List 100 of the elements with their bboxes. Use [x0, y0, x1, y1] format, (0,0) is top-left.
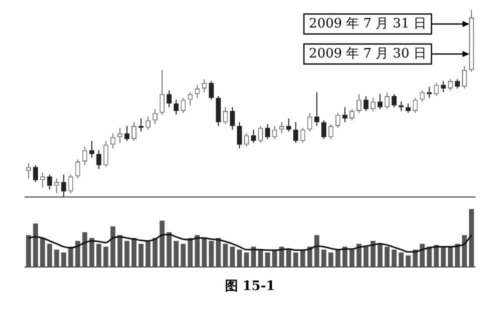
bar [138, 244, 144, 267]
candlestick [286, 118, 292, 132]
annotation: 2009 年 7 月 30 日 [308, 46, 426, 62]
bar [33, 224, 38, 267]
bar [426, 246, 432, 267]
bar [398, 252, 404, 267]
bar [384, 246, 390, 267]
candlestick [384, 92, 390, 110]
bar [328, 252, 334, 267]
candlestick [40, 172, 46, 188]
bar [272, 250, 278, 267]
bar [89, 238, 94, 267]
candlestick [244, 132, 249, 148]
candlestick [152, 108, 158, 125]
bar [47, 244, 52, 267]
candlestick [166, 90, 172, 108]
candlestick [47, 174, 52, 190]
bar [146, 240, 151, 267]
candlestick [138, 118, 144, 132]
candlestick [26, 162, 31, 179]
bar [378, 244, 383, 267]
bar [68, 246, 74, 267]
candlestick [462, 66, 467, 90]
candlestick [174, 99, 179, 116]
bar [321, 250, 326, 267]
candlestick [454, 78, 460, 90]
candlestick [406, 103, 411, 114]
bar [440, 246, 446, 267]
candlestick [378, 94, 383, 110]
bar [314, 235, 320, 267]
candlestick [230, 106, 235, 130]
bar [462, 235, 467, 267]
bar [230, 246, 235, 267]
candlestick [222, 106, 228, 125]
bar [54, 250, 60, 267]
bar [103, 246, 108, 267]
bar [342, 246, 348, 267]
bar [216, 238, 221, 267]
bar [454, 244, 460, 267]
bar [124, 240, 130, 267]
bar [364, 246, 368, 267]
bar [152, 238, 158, 267]
bar [258, 250, 264, 267]
bar [406, 255, 411, 267]
bar [265, 252, 270, 267]
candlestick [96, 150, 102, 170]
bar [469, 209, 474, 267]
candlestick [132, 122, 136, 142]
bar [174, 240, 179, 267]
candlestick [293, 122, 298, 144]
candlestick [328, 124, 334, 140]
candlestick [364, 96, 368, 112]
candlestick [202, 78, 207, 93]
candlestick [54, 178, 60, 194]
bar [96, 244, 102, 267]
candlestick [180, 97, 186, 114]
candlestick [89, 140, 94, 158]
bar [26, 235, 31, 267]
candlestick [124, 125, 130, 142]
candlestick [356, 94, 362, 114]
bar [132, 238, 136, 267]
candlestick [342, 106, 348, 123]
candlestick [61, 174, 66, 198]
candlestick [314, 92, 320, 126]
candlestick [251, 129, 256, 144]
bar [40, 238, 46, 267]
bar [244, 252, 249, 267]
candlestick [440, 80, 446, 93]
bar [335, 250, 340, 267]
bar [448, 246, 453, 267]
bar [349, 250, 354, 267]
candlestick [208, 80, 214, 100]
candlestick [258, 125, 264, 144]
bar [180, 244, 186, 267]
bar [392, 250, 397, 267]
candlestick [33, 164, 38, 183]
bar [236, 250, 242, 267]
bar [356, 244, 362, 267]
bar [222, 244, 228, 267]
bar [286, 250, 292, 267]
bar [61, 252, 66, 267]
candlestick [103, 140, 108, 168]
candlestick [68, 174, 74, 194]
candlestick [110, 132, 116, 149]
candlestick [236, 122, 242, 149]
bar [166, 232, 172, 267]
candlestick [279, 122, 284, 134]
bar [208, 240, 214, 267]
text: 图 15-1 [224, 278, 276, 295]
bar [251, 246, 256, 267]
bar [434, 244, 439, 267]
bar [293, 252, 298, 267]
bar [117, 235, 122, 267]
candlestick [434, 82, 439, 97]
bar [160, 220, 165, 267]
bar [202, 238, 207, 267]
annotation: 2009 年 7 月 31 日 [308, 16, 426, 32]
candlestick [117, 127, 122, 144]
candlestick [272, 125, 278, 140]
bar [110, 226, 116, 267]
